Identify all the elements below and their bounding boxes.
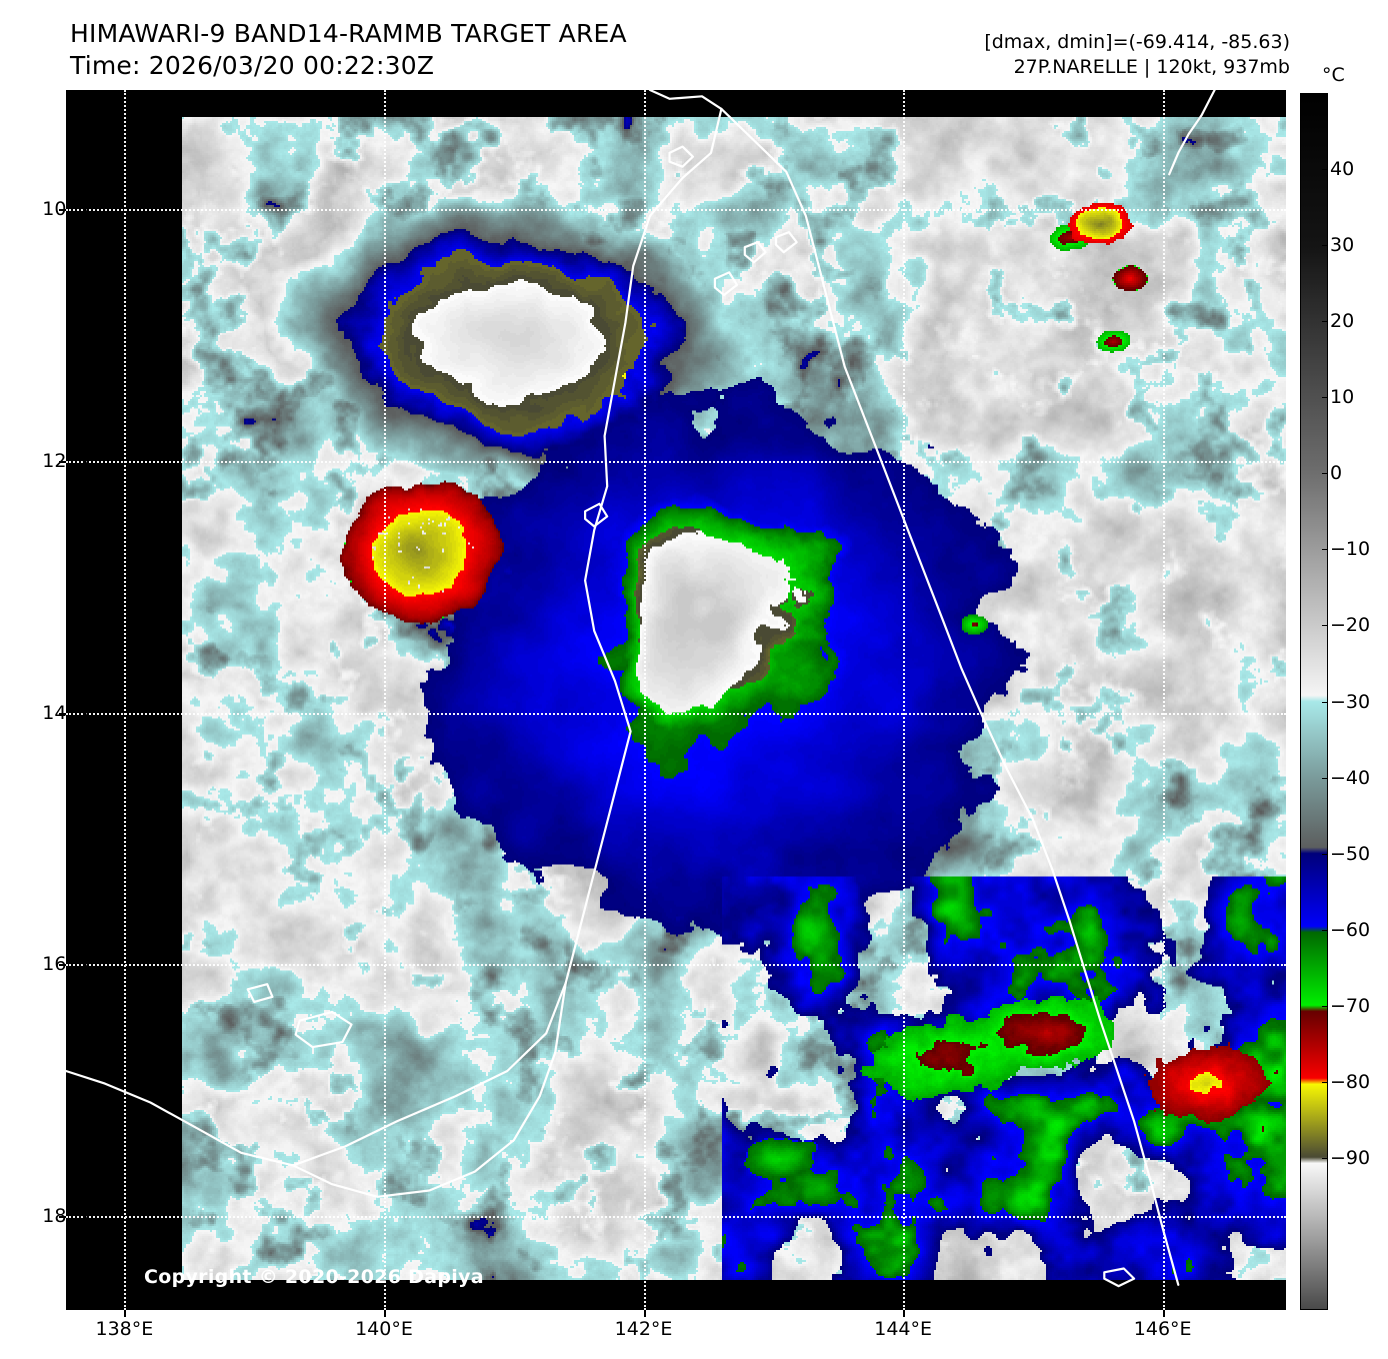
page-title: HIMAWARI-9 BAND14-RAMMB TARGET AREA <box>70 19 627 48</box>
colorbar-unit-label: °C <box>1322 64 1345 86</box>
gridline-lon-138°E <box>124 90 127 1310</box>
coastline-path <box>1103 1267 1136 1288</box>
lon-tick-mark <box>643 1310 646 1317</box>
colorbar-tick-mark <box>1322 473 1328 475</box>
gridline-lon-142°E <box>643 90 646 1310</box>
satellite-raster <box>182 117 1286 1280</box>
timestamp-label: Time: 2026/03/20 00:22:30Z <box>70 51 435 80</box>
colorbar-tick-mark <box>1322 1157 1328 1159</box>
gridline-lat-16°S <box>66 964 1286 967</box>
gridline-lat-10°S <box>66 209 1286 212</box>
lat-tick-mark <box>59 461 66 464</box>
lon-tick-label: 144°E <box>874 1318 933 1340</box>
colorbar-tick-label: 20 <box>1330 310 1355 333</box>
storm-info-label: 27P.NARELLE | 120kt, 937mb <box>1013 56 1290 78</box>
colorbar-tick-mark <box>1322 701 1328 703</box>
infrared-brightness-temperature-raster <box>182 117 1286 1280</box>
dmax-dmin-label: [dmax, dmin]=(-69.414, -85.63) <box>984 31 1290 53</box>
lat-tick-mark <box>59 209 66 212</box>
gridline-lon-146°E <box>1162 90 1165 1310</box>
coastline-path <box>774 231 798 254</box>
colorbar-tick-mark <box>1322 929 1328 931</box>
lon-tick-label: 142°E <box>614 1318 673 1340</box>
lon-tick-mark <box>124 1310 127 1317</box>
gridline-lat-12°S <box>66 461 1286 464</box>
gridline-lat-18°S <box>66 1215 1286 1218</box>
lon-tick-label: 146°E <box>1133 1318 1192 1340</box>
coastline-path <box>713 271 739 297</box>
colorbar-tick-mark <box>1322 625 1328 627</box>
coastline-path <box>1168 90 1216 176</box>
copyright-label: Copyright © 2020-2026 Dapiya <box>144 1266 484 1288</box>
colorbar-tick-label: −90 <box>1330 1146 1371 1169</box>
colorbar-tick-label: 30 <box>1330 234 1355 257</box>
colorbar-tick-label: −50 <box>1330 842 1371 865</box>
colorbar-tick-label: −60 <box>1330 918 1371 941</box>
colorbar-tick-mark <box>1322 321 1328 323</box>
coastline-path <box>648 90 723 110</box>
colorbar-tick-label: 40 <box>1330 158 1355 181</box>
lat-tick-mark <box>59 964 66 967</box>
gridline-lon-140°E <box>383 90 386 1310</box>
coastline-path <box>66 107 723 1167</box>
colorbar-tick-mark <box>1322 245 1328 247</box>
colorbar-tick-mark <box>1322 397 1328 399</box>
lon-tick-label: 138°E <box>95 1318 154 1340</box>
colorbar-tick-label: −10 <box>1330 538 1371 561</box>
satellite-image-plot[interactable]: Copyright © 2020-2026 Dapiya <box>66 90 1286 1310</box>
coastline-path <box>294 1010 353 1049</box>
gridline-lon-144°E <box>903 90 906 1310</box>
lon-tick-mark <box>1162 1310 1165 1317</box>
colorbar-tick-mark <box>1322 1005 1328 1007</box>
header-title-block: HIMAWARI-9 BAND14-RAMMB TARGET AREA Time… <box>70 18 627 82</box>
colorbar-tick-mark <box>1322 549 1328 551</box>
colorbar-tick-mark <box>1322 853 1328 855</box>
lat-tick-mark <box>59 712 66 715</box>
coastline-path <box>584 502 609 528</box>
colorbar-tick-mark <box>1322 169 1328 171</box>
colorbar-tick-label: 0 <box>1330 462 1343 485</box>
lat-tick-mark <box>59 1215 66 1218</box>
lon-tick-mark <box>383 1310 386 1317</box>
lon-tick-label: 140°E <box>355 1318 413 1340</box>
colorbar-tick-label: −70 <box>1330 994 1371 1017</box>
gridline-lat-14°S <box>66 712 1286 715</box>
colorbar-tick-mark <box>1322 777 1328 779</box>
header-meta-block: [dmax, dmin]=(-69.414, -85.63) 27P.NAREL… <box>984 30 1290 80</box>
lon-tick-mark <box>903 1310 906 1317</box>
colorbar-tick-label: −80 <box>1330 1070 1371 1093</box>
coastline-path <box>743 241 767 264</box>
colorbar-tick-label: −40 <box>1330 766 1371 789</box>
colorbar-tick-mark <box>1322 1081 1328 1083</box>
coastline-path <box>720 107 1180 1286</box>
colorbar-tick-label: 10 <box>1330 386 1355 409</box>
coastline-path <box>246 983 274 1003</box>
coastline-svg <box>66 90 1216 1288</box>
coastline-path <box>668 145 694 168</box>
colorbar-tick-label: −20 <box>1330 614 1371 637</box>
coastline-path <box>292 981 567 1198</box>
colorbar-tick-label: −30 <box>1330 690 1371 713</box>
